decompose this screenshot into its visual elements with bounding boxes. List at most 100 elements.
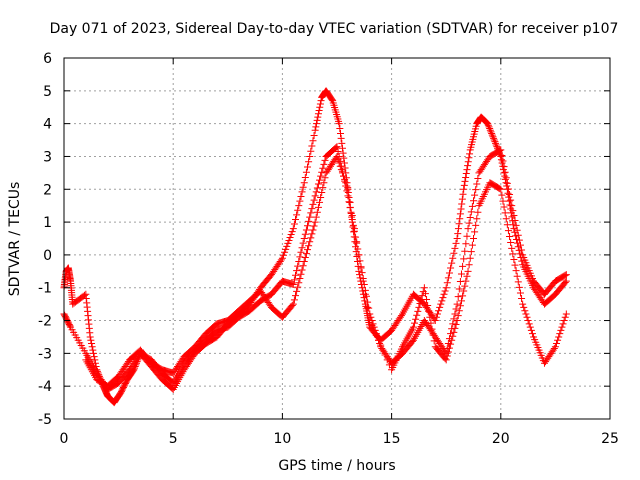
data-point bbox=[301, 230, 309, 238]
data-point bbox=[426, 313, 434, 321]
data-point bbox=[317, 97, 325, 105]
data-point bbox=[372, 331, 380, 339]
data-point bbox=[450, 328, 458, 336]
data-point bbox=[294, 206, 302, 214]
data-point bbox=[310, 196, 318, 204]
data-point bbox=[464, 267, 472, 275]
data-point bbox=[293, 211, 301, 219]
data-point bbox=[463, 232, 471, 240]
data-point bbox=[318, 168, 326, 176]
y-tick-label: -3 bbox=[38, 346, 52, 362]
data-point bbox=[471, 228, 479, 236]
data-point bbox=[349, 221, 357, 229]
data-point bbox=[488, 129, 496, 137]
data-point bbox=[340, 172, 348, 180]
data-point bbox=[499, 157, 507, 165]
data-point bbox=[452, 320, 460, 328]
data-point bbox=[468, 241, 476, 249]
data-point bbox=[457, 297, 465, 305]
data-point bbox=[518, 257, 526, 265]
data-point bbox=[448, 336, 456, 344]
data-point bbox=[464, 225, 472, 233]
data-point bbox=[429, 331, 437, 339]
data-point bbox=[453, 235, 461, 242]
data-point bbox=[373, 333, 381, 341]
data-point bbox=[309, 226, 317, 234]
data-point bbox=[308, 230, 316, 238]
data-point bbox=[561, 313, 569, 321]
data-point bbox=[516, 241, 524, 249]
data-point bbox=[431, 317, 439, 325]
data-point bbox=[473, 180, 481, 188]
data-point bbox=[558, 323, 566, 331]
data-point bbox=[498, 151, 506, 159]
data-point bbox=[512, 267, 520, 275]
data-point bbox=[486, 126, 494, 134]
data-point bbox=[512, 221, 520, 229]
data-point bbox=[463, 272, 471, 280]
data-point bbox=[356, 274, 364, 282]
data-point bbox=[523, 313, 531, 321]
data-point bbox=[316, 103, 324, 111]
data-point bbox=[414, 307, 422, 315]
data-point bbox=[374, 336, 382, 344]
data-point bbox=[312, 188, 320, 196]
data-point bbox=[515, 236, 523, 244]
y-axis-title: SDTVAR / TECUs bbox=[7, 182, 23, 297]
data-point bbox=[411, 319, 419, 327]
data-point bbox=[454, 312, 462, 320]
data-point bbox=[293, 287, 301, 295]
data-point bbox=[310, 131, 318, 139]
data-point bbox=[307, 147, 315, 155]
data-point bbox=[484, 121, 492, 129]
data-point bbox=[467, 208, 475, 216]
data-point bbox=[520, 303, 528, 311]
data-point bbox=[397, 312, 405, 320]
data-point bbox=[515, 283, 523, 291]
data-point bbox=[556, 330, 564, 338]
data-point bbox=[456, 215, 464, 223]
data-point bbox=[509, 250, 517, 258]
data-point bbox=[504, 227, 512, 235]
data-point bbox=[306, 238, 314, 246]
data-point bbox=[357, 264, 365, 272]
data-point bbox=[456, 210, 464, 218]
data-point bbox=[500, 169, 508, 177]
data-point bbox=[458, 195, 466, 203]
data-point bbox=[314, 113, 322, 121]
data-point bbox=[301, 254, 309, 262]
data-point bbox=[366, 310, 374, 318]
data-point bbox=[340, 154, 348, 162]
data-point bbox=[551, 343, 559, 351]
x-tick-label: 15 bbox=[383, 431, 401, 447]
data-point bbox=[305, 217, 313, 225]
grid-layer bbox=[64, 58, 610, 419]
data-point bbox=[525, 320, 533, 328]
data-point bbox=[415, 303, 423, 311]
data-point bbox=[473, 215, 481, 223]
data-point bbox=[557, 326, 565, 334]
data-point bbox=[463, 166, 471, 174]
data-point bbox=[449, 320, 457, 328]
data-point bbox=[295, 202, 303, 210]
data-point bbox=[342, 174, 350, 182]
data-point bbox=[503, 179, 511, 187]
data-point bbox=[497, 152, 505, 160]
data-point bbox=[526, 323, 534, 331]
data-point bbox=[472, 221, 480, 229]
data-point bbox=[505, 197, 513, 205]
data-point bbox=[510, 212, 518, 220]
data-point bbox=[506, 233, 514, 241]
data-point bbox=[447, 340, 455, 348]
chart-title: Day 071 of 2023, Sidereal Day-to-day VTE… bbox=[50, 21, 619, 37]
data-point bbox=[381, 351, 389, 359]
data-point bbox=[319, 184, 327, 192]
data-point bbox=[91, 356, 99, 364]
data-point bbox=[496, 185, 504, 193]
data-point bbox=[432, 313, 440, 321]
data-point bbox=[356, 257, 364, 265]
data-point bbox=[316, 100, 324, 108]
data-point bbox=[336, 129, 344, 137]
data-point bbox=[317, 172, 325, 180]
x-tick-label: 20 bbox=[492, 431, 510, 447]
